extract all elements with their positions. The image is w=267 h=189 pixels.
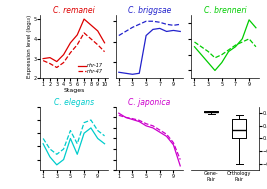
Legend: nhr-17, nhr-47: nhr-17, nhr-47 [77,61,105,76]
X-axis label: Stages: Stages [63,88,85,93]
Title: C. brenneri: C. brenneri [204,6,246,15]
Title: C. briggsae: C. briggsae [128,6,171,15]
Y-axis label: Expression level (log₁₀): Expression level (log₁₀) [27,15,32,78]
Title: C. elegans: C. elegans [54,98,94,107]
Title: C. japonica: C. japonica [128,98,171,107]
Title: C. remanei: C. remanei [53,6,95,15]
